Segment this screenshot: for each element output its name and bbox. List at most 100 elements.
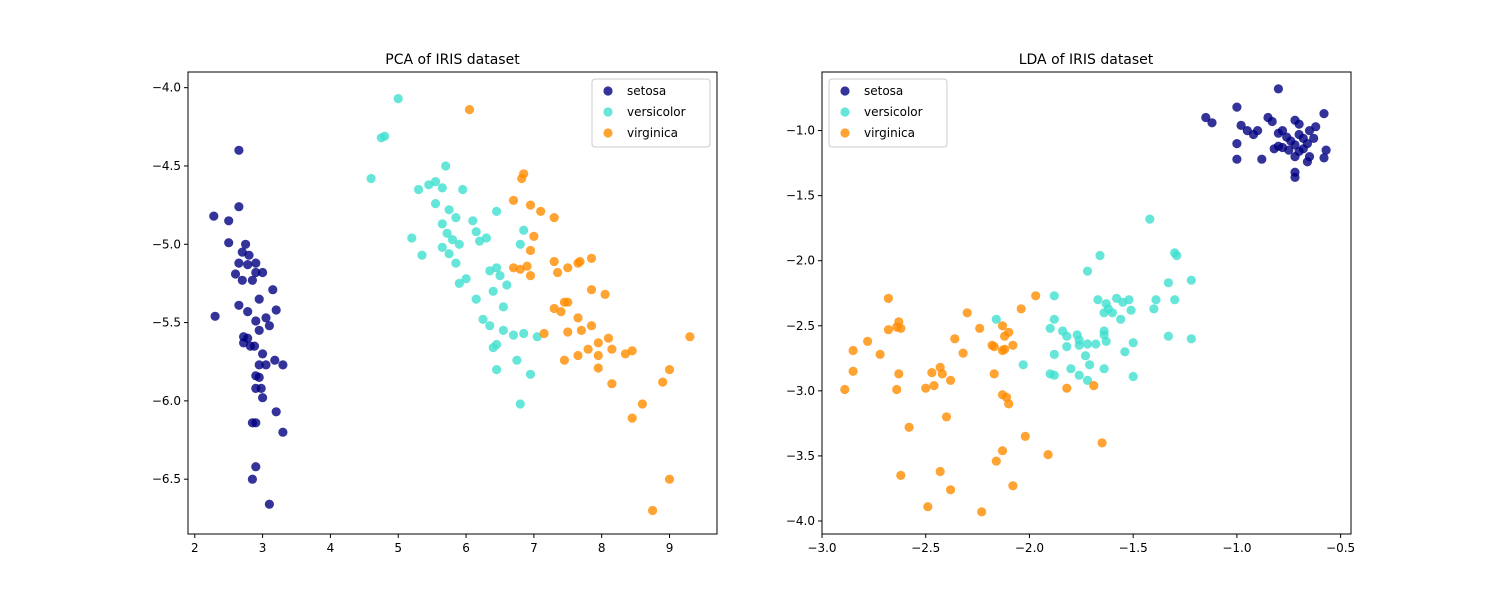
pca-point-virginica-44	[637, 399, 648, 409]
lda-point-versicolor-47	[1045, 369, 1055, 379]
lda-point-versicolor-32	[1091, 339, 1101, 349]
pca-point-versicolor-0	[393, 94, 403, 104]
pca-legend: setosa versicolor virginica	[591, 78, 711, 148]
lda-axes-frame	[821, 71, 1352, 535]
pca-legend-marker-setosa	[603, 86, 613, 96]
pca-point-virginica-7	[529, 231, 539, 241]
lda-point-setosa-36	[1321, 145, 1331, 155]
pca-point-virginica-40	[607, 379, 617, 389]
lda-point-virginica-48	[1008, 481, 1018, 491]
pca-point-setosa-24	[264, 321, 274, 331]
pca-point-versicolor-48	[525, 369, 536, 379]
lda-point-versicolor-35	[1080, 351, 1091, 361]
lda-point-versicolor-14	[1093, 295, 1103, 305]
lda-point-setosa-32	[1290, 152, 1300, 162]
pca-legend-marker-versicolor	[603, 107, 613, 117]
pca-point-versicolor-27	[515, 239, 525, 249]
pca-point-setosa-33	[278, 360, 288, 370]
lda-point-versicolor-12	[1112, 293, 1122, 303]
pca-legend-marker-virginica	[603, 128, 613, 138]
lda-point-virginica-23	[989, 342, 999, 352]
lda-point-virginica-46	[935, 466, 945, 477]
lda-legend-label-virginica: virginica	[864, 126, 915, 140]
pca-point-virginica-42	[664, 365, 675, 375]
lda-point-virginica-44	[1097, 438, 1107, 448]
lda-point-virginica-28	[1004, 327, 1014, 337]
pca-point-virginica-25	[573, 313, 583, 323]
pca-xtick-label-6: 8	[598, 541, 606, 555]
pca-point-setosa-40	[258, 393, 268, 403]
pca-point-virginica-2	[517, 173, 527, 184]
pca-point-setosa-45	[251, 462, 261, 472]
pca-point-virginica-11	[522, 261, 532, 271]
lda-point-versicolor-42	[1186, 334, 1196, 344]
pca-point-versicolor-4	[441, 161, 451, 171]
pca-point-virginica-45	[627, 413, 637, 423]
pca-ytick-label-2: −5.5	[152, 316, 181, 330]
lda-point-setosa-26	[1269, 144, 1279, 154]
pca-point-setosa-8	[251, 258, 261, 268]
pca-point-versicolor-37	[498, 302, 508, 312]
pca-point-versicolor-17	[471, 227, 481, 237]
lda-xtick-label-0: −3.0	[807, 541, 836, 555]
pca-point-virginica-24	[556, 307, 566, 317]
pca-point-virginica-39	[593, 363, 603, 373]
pca-point-setosa-22	[251, 316, 261, 326]
lda-point-setosa-1	[1232, 102, 1242, 112]
pca-point-virginica-4	[525, 200, 536, 210]
lda-point-virginica-17	[946, 375, 956, 385]
pca-legend-label-versicolor: versicolor	[627, 105, 686, 119]
pca-point-virginica-41	[658, 377, 668, 387]
pca-point-virginica-19	[586, 285, 597, 295]
pca-point-virginica-35	[573, 350, 583, 361]
lda-legend-marker-setosa	[840, 86, 850, 96]
lda-point-setosa-16	[1273, 128, 1283, 138]
pca-point-setosa-25	[254, 325, 264, 335]
pca-point-virginica-20	[600, 289, 610, 299]
pca-point-setosa-5	[241, 239, 251, 249]
lda-point-setosa-6	[1267, 116, 1277, 127]
pca-ytick-label-3: −5.0	[152, 237, 181, 251]
pca-ticks: 2 3 4 5 6 7 8 9 −6.5 −6.0 −5.5 −5.0 −4.5 −4.0	[152, 81, 673, 555]
lda-point-virginica-10	[894, 369, 904, 379]
lda-point-versicolor-21	[1049, 314, 1059, 324]
pca-point-setosa-3	[234, 202, 244, 212]
pca-point-versicolor-10	[430, 199, 441, 209]
pca-point-setosa-47	[264, 499, 274, 509]
pca-xtick-label-3: 5	[394, 541, 402, 555]
lda-point-versicolor-20	[1049, 291, 1059, 301]
pca-point-versicolor-23	[475, 236, 485, 246]
pca-chart: PCA of IRIS dataset 2 3 4 5 6 7 8 9 −6.5 −6.0 −5.5…	[152, 52, 718, 555]
lda-xtick-label-4: −1.0	[1222, 541, 1251, 555]
lda-point-virginica-32	[989, 369, 999, 379]
lda-point-setosa-22	[1309, 133, 1319, 143]
pca-point-setosa-15	[247, 275, 257, 285]
pca-point-versicolor-14	[492, 206, 502, 216]
pca-point-virginica-0	[464, 105, 475, 115]
lda-point-versicolor-8	[1151, 295, 1161, 305]
pca-point-setosa-17	[254, 294, 264, 304]
lda-xtick-label-2: −2.0	[1015, 541, 1044, 555]
pca-point-virginica-36	[559, 355, 570, 365]
pca-point-versicolor-34	[454, 278, 464, 288]
pca-point-versicolor-12	[451, 213, 461, 223]
lda-point-setosa-3	[1207, 118, 1217, 128]
lda-point-virginica-50	[977, 507, 987, 517]
lda-point-versicolor-22	[1045, 323, 1055, 333]
pca-point-virginica-13	[549, 256, 559, 267]
lda-ytick-label-2: −3.0	[786, 384, 815, 398]
lda-point-virginica-8	[848, 366, 858, 376]
lda-point-setosa-34	[1232, 139, 1242, 149]
lda-point-versicolor-9	[1149, 304, 1159, 314]
lda-point-virginica-27	[1000, 344, 1010, 354]
lda-point-versicolor-36	[1066, 364, 1076, 374]
pca-ytick-label-1: −6.0	[152, 394, 181, 408]
pca-point-versicolor-41	[508, 330, 519, 340]
pca-point-virginica-8	[525, 245, 536, 256]
pca-point-versicolor-49	[515, 399, 525, 409]
lda-point-virginica-13	[929, 381, 939, 391]
pca-point-setosa-31	[258, 349, 268, 359]
pca-point-virginica-18	[553, 267, 563, 278]
pca-xtick-label-7: 9	[666, 541, 674, 555]
